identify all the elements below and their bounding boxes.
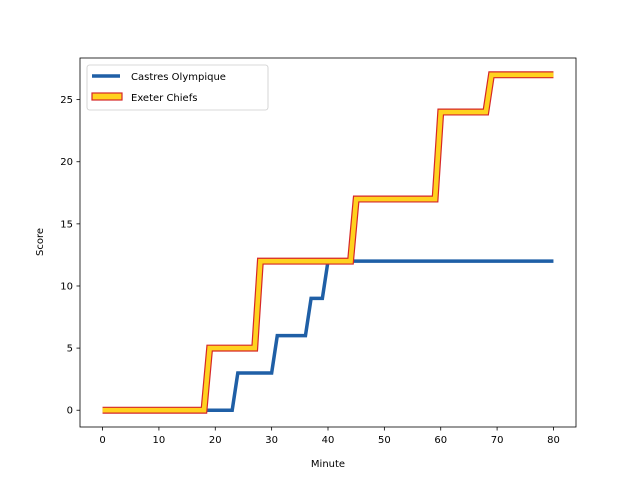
y-tick-label: 25 [60, 95, 73, 106]
x-tick-label: 0 [99, 435, 105, 446]
x-axis-ticks: 0 10 20 30 40 50 60 70 80 [99, 427, 560, 446]
x-tick-label: 30 [265, 435, 278, 446]
series-line-exeter-chiefs [102, 72, 554, 413]
x-tick-label: 40 [322, 435, 335, 446]
x-tick-label: 10 [153, 435, 166, 446]
y-tick-label: 15 [60, 219, 73, 230]
x-tick-label: 60 [434, 435, 447, 446]
x-tick-label: 20 [209, 435, 222, 446]
legend-label-exeter-chiefs: Exeter Chiefs [131, 93, 197, 104]
x-tick-label: 50 [378, 435, 391, 446]
y-axis-label: Score [35, 228, 46, 256]
y-tick-label: 10 [60, 281, 73, 292]
series-line-castres-olympique [102, 259, 554, 412]
x-tick-label: 70 [491, 435, 504, 446]
x-axis-label: Minute [311, 459, 345, 470]
legend-swatch-exeter-chiefs [91, 92, 123, 101]
legend: Castres Olympique Exeter Chiefs [86, 64, 269, 111]
legend-label-castres-olympique: Castres Olympique [131, 72, 226, 83]
plot-lines [102, 71, 554, 414]
y-tick-label: 0 [67, 406, 73, 417]
y-tick-label: 5 [67, 344, 73, 355]
legend-box [86, 64, 269, 111]
y-axis-ticks: 0 5 10 15 20 25 [60, 95, 80, 417]
x-tick-label: 80 [547, 435, 560, 446]
y-tick-label: 20 [60, 157, 73, 168]
